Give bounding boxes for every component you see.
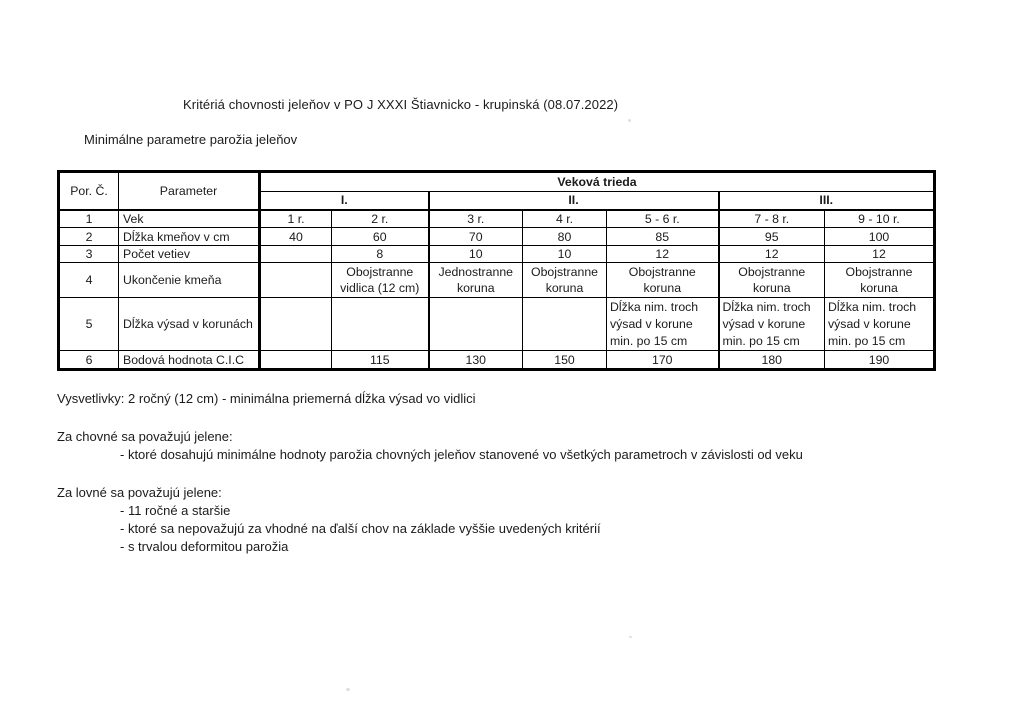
header-por-c: Por. Č. xyxy=(58,171,119,211)
row-number: 5 xyxy=(58,297,119,351)
cell: 40 xyxy=(258,227,332,246)
row-number: 6 xyxy=(58,350,119,370)
cell: Obojstranne koruna xyxy=(717,262,825,298)
cell: Obojstranne koruna xyxy=(824,262,935,298)
table-subtitle: Minimálne parametre parožia jeleňov xyxy=(84,132,298,147)
note-vysvetlivky: Vysvetlivky: 2 ročný (12 cm) - minimálna… xyxy=(57,391,476,406)
cell xyxy=(258,350,332,370)
cell: 9 - 10 r. xyxy=(824,209,935,228)
cell xyxy=(258,297,332,351)
cell xyxy=(331,297,429,351)
header-group-i: I. xyxy=(258,191,429,211)
cell: Obojstranne koruna xyxy=(522,262,607,298)
cell: Dĺžka nim. troch výsad v korune min. po … xyxy=(717,297,825,351)
note-chovne-heading: Za chovné sa považujú jelene: xyxy=(57,429,233,444)
note-chovne-item: - ktoré dosahujú minimálne hodnoty parož… xyxy=(120,447,803,462)
cell: 10 xyxy=(427,245,523,263)
cell: 2 r. xyxy=(331,209,429,228)
cell xyxy=(258,262,332,298)
cell: 180 xyxy=(717,350,825,370)
cell: 12 xyxy=(824,245,935,263)
row-label: Dĺžka kmeňov v cm xyxy=(118,227,260,246)
table-row: 2 Dĺžka kmeňov v cm 40 60 70 80 85 95 10… xyxy=(58,227,935,246)
cell: Obojstranne koruna xyxy=(606,262,719,298)
note-lovne-item: - 11 ročné a staršie xyxy=(120,503,231,518)
cell: Jednostranne koruna xyxy=(427,262,523,298)
cell: 115 xyxy=(331,350,429,370)
cell: Obojstranne vidlica (12 cm) xyxy=(331,262,429,298)
note-lovne-heading: Za lovné sa považujú jelene: xyxy=(57,485,222,500)
cell xyxy=(522,297,607,351)
header-group-iii: III. xyxy=(717,191,935,211)
cell: 190 xyxy=(824,350,935,370)
row-label: Vek xyxy=(118,209,260,228)
row-label: Dĺžka výsad v korunách xyxy=(118,297,260,351)
row-label: Ukončenie kmeňa xyxy=(118,262,260,298)
cell: 1 r. xyxy=(258,209,332,228)
cell: 3 r. xyxy=(427,209,523,228)
cell: 130 xyxy=(427,350,523,370)
document-title: Kritériá chovnosti jeleňov v PO J XXXI Š… xyxy=(183,97,619,112)
row-number: 3 xyxy=(58,245,119,263)
cell: 95 xyxy=(717,227,825,246)
table-row: 1 Vek 1 r. 2 r. 3 r. 4 r. 5 - 6 r. 7 - 8… xyxy=(58,209,935,228)
row-label: Bodová hodnota C.I.C xyxy=(118,350,260,370)
cell: 8 xyxy=(331,245,429,263)
row-number: 2 xyxy=(58,227,119,246)
row-number: 1 xyxy=(58,209,119,228)
header-vekova-trieda: Veková trieda xyxy=(258,171,935,192)
cell: Dĺžka nim. troch výsad v korune min. po … xyxy=(824,297,935,351)
table-row: 5 Dĺžka výsad v korunách Dĺžka nim. troc… xyxy=(58,297,935,351)
scan-speck xyxy=(629,636,632,638)
note-lovne-item: - s trvalou deformitou parožia xyxy=(120,539,289,554)
cell: 12 xyxy=(606,245,719,263)
row-number: 4 xyxy=(58,262,119,298)
cell: 60 xyxy=(331,227,429,246)
row-label: Počet vetiev xyxy=(118,245,260,263)
table-header-row-1: Por. Č. Parameter Veková trieda xyxy=(58,171,935,211)
cell: 10 xyxy=(522,245,607,263)
cell: 7 - 8 r. xyxy=(717,209,825,228)
cell: 4 r. xyxy=(522,209,607,228)
header-parameter: Parameter xyxy=(118,171,260,211)
cell: 5 - 6 r. xyxy=(606,209,719,228)
table-row: 3 Počet vetiev 8 10 10 12 12 12 xyxy=(58,245,935,263)
note-lovne-item: - ktoré sa nepovažujú za vhodné na ďalší… xyxy=(120,521,601,536)
cell: 85 xyxy=(606,227,719,246)
criteria-table: Por. Č. Parameter Veková trieda I. II. I… xyxy=(57,170,936,371)
cell: 80 xyxy=(522,227,607,246)
cell: 170 xyxy=(606,350,719,370)
cell xyxy=(258,245,332,263)
table-row: 6 Bodová hodnota C.I.C 115 130 150 170 1… xyxy=(58,350,935,370)
scan-speck xyxy=(628,119,631,122)
cell xyxy=(427,297,523,351)
scan-speck xyxy=(346,688,350,691)
cell: 150 xyxy=(522,350,607,370)
cell: Dĺžka nim. troch výsad v korune min. po … xyxy=(606,297,719,351)
cell: 100 xyxy=(824,227,935,246)
cell: 70 xyxy=(427,227,523,246)
header-group-ii: II. xyxy=(427,191,719,211)
table-header-row-2: I. II. III. xyxy=(59,191,935,211)
cell: 12 xyxy=(717,245,825,263)
table-row: 4 Ukončenie kmeňa Obojstranne vidlica (1… xyxy=(58,262,935,298)
